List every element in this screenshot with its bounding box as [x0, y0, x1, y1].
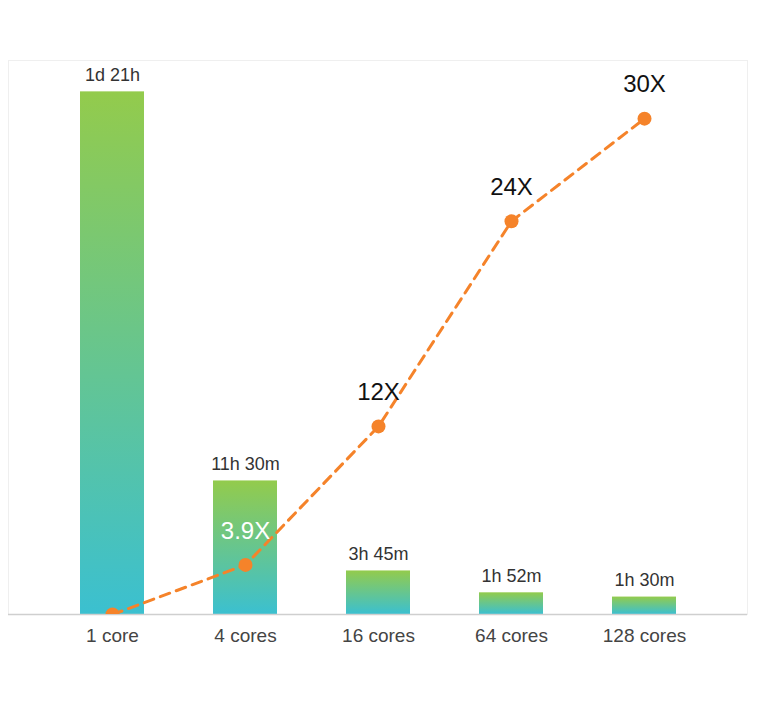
svg-text:24X: 24X — [490, 173, 533, 200]
svg-text:1h 52m: 1h 52m — [481, 566, 541, 586]
svg-text:3h 45m: 3h 45m — [348, 544, 408, 564]
svg-text:1d 21h: 1d 21h — [85, 65, 140, 85]
svg-text:4 cores: 4 cores — [214, 625, 276, 646]
svg-text:1h 30m: 1h 30m — [614, 570, 674, 590]
svg-text:128 cores: 128 cores — [603, 625, 686, 646]
svg-text:16 cores: 16 cores — [342, 625, 415, 646]
svg-text:3.9X: 3.9X — [221, 517, 270, 544]
svg-text:1 core: 1 core — [86, 625, 139, 646]
svg-text:12X: 12X — [357, 378, 400, 405]
svg-text:30X: 30X — [623, 70, 666, 97]
svg-text:11h 30m: 11h 30m — [211, 454, 280, 474]
svg-text:64 cores: 64 cores — [475, 625, 548, 646]
